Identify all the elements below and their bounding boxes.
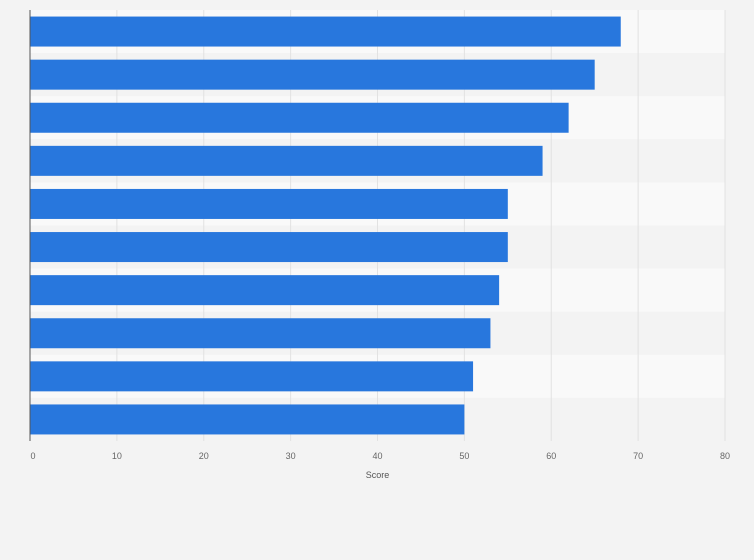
x-tick-label: 20 xyxy=(199,451,209,461)
x-axis-ticks: 0 10 20 30 40 50 60 70 80 xyxy=(30,451,730,461)
bar xyxy=(30,275,500,306)
x-tick-label: 50 xyxy=(459,451,469,461)
bar xyxy=(30,102,569,133)
bar xyxy=(30,404,465,435)
bar xyxy=(30,361,474,392)
bar xyxy=(30,145,543,176)
x-axis-title: Score xyxy=(366,470,390,480)
x-tick-label: 40 xyxy=(372,451,382,461)
x-tick-label: 0 xyxy=(30,451,35,461)
x-tick-label: 60 xyxy=(546,451,556,461)
x-tick-label: 30 xyxy=(286,451,296,461)
bar xyxy=(30,16,621,47)
bar xyxy=(30,59,595,90)
x-tick-label: 10 xyxy=(112,451,122,461)
bars xyxy=(30,16,621,435)
bar xyxy=(30,188,508,219)
bar xyxy=(30,318,491,349)
x-tick-label: 80 xyxy=(720,451,730,461)
bar xyxy=(30,232,508,263)
x-tick-label: 70 xyxy=(633,451,643,461)
